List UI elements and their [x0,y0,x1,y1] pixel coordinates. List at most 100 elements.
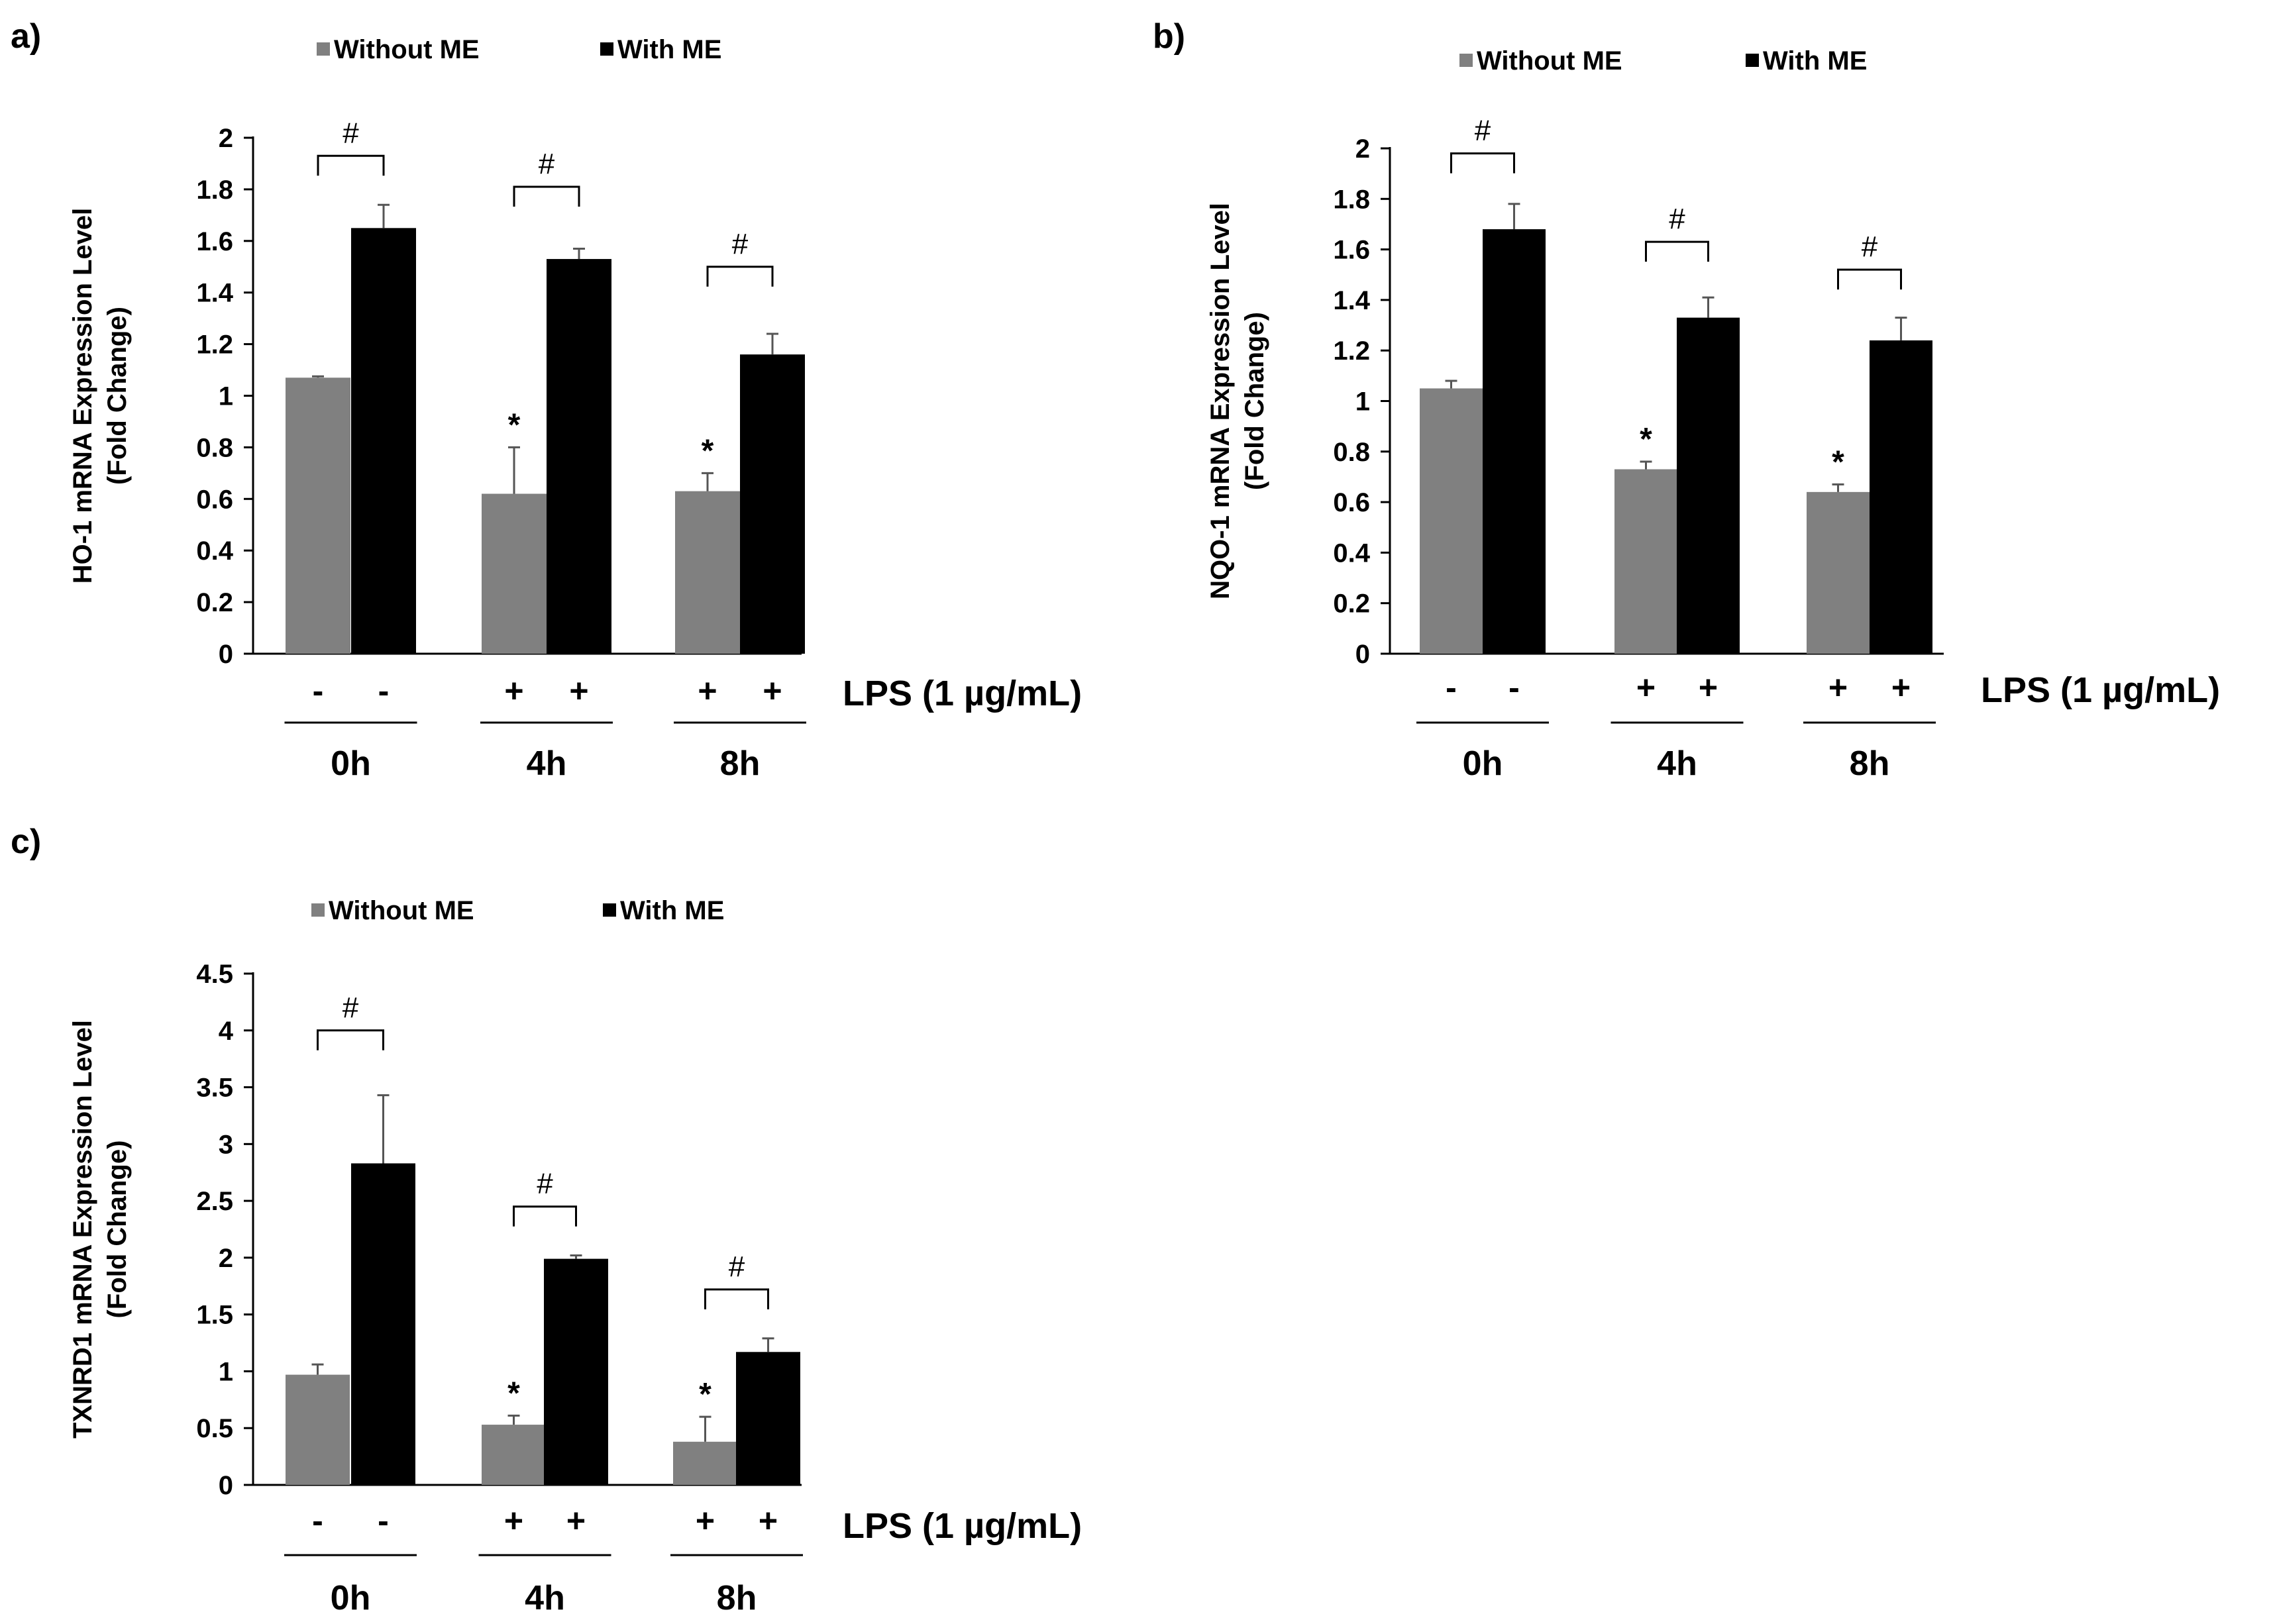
lps-sign: + [1828,669,1848,706]
legend-label: With ME [1763,46,1867,76]
bracket-hash: # [539,148,555,180]
y-tick-label: 1.5 [196,1301,233,1330]
significance-bracket [317,1029,384,1050]
significance-bracket [1645,240,1709,262]
y-tick-label: 2 [219,1244,233,1273]
bar-without-me [675,491,740,654]
legend-swatch [311,903,325,917]
y-tick-label: 0.6 [1333,488,1370,517]
chart-panel-2: b) Without ME With ME NQO-1 mRNA Expression… [1153,17,2220,783]
bracket-hash: # [729,1250,745,1283]
lps-sign: + [504,672,523,709]
significance-star: * [508,407,521,442]
lps-sign: - [312,1502,323,1539]
significance-star: * [1640,422,1652,457]
y-tick-label: 1.2 [196,330,233,360]
significance-bracket [513,185,580,207]
bracket-hash: # [1669,203,1685,235]
y-tick-label: 0 [219,640,233,669]
y-tick-label: 1.6 [196,227,233,256]
bracket-hash: # [1862,230,1878,263]
significance-star: * [699,1377,712,1412]
x-category-label: 4h [1657,744,1697,783]
y-tick-label: 1.4 [196,279,233,308]
y-tick-label: 0.8 [196,433,233,462]
bar-with-me [1483,229,1546,654]
y-tick-label: 2 [1355,134,1370,164]
legend-swatch [600,42,613,56]
y-tick-label: 0.4 [1333,538,1370,568]
legend-label: Without ME [334,35,480,64]
lps-sign: + [504,1502,523,1539]
significance-bracket [704,1288,769,1309]
bar-with-me [736,1352,800,1485]
significance-bracket [706,266,774,287]
y-tick-label: 0 [1355,640,1370,669]
y-tick-label: 1 [219,382,233,411]
x-category-label: 0h [1463,744,1503,783]
bar-without-me [286,1374,350,1485]
lps-label: LPS (1 µg/mL) [843,1506,1082,1546]
lps-sign: + [759,1502,778,1539]
x-category-label: 0h [331,1579,371,1617]
y-tick-label: 0.2 [196,588,233,617]
legend-label: Without ME [329,896,474,925]
significance-bracket [513,1205,577,1227]
bracket-hash: # [343,991,359,1024]
lps-label: LPS (1 µg/mL) [843,674,1082,713]
y-tick-label: 0.8 [1333,438,1370,467]
y-axis-label-units: (Fold Change) [103,1141,132,1319]
y-axis-label: HO-1 mRNA Expression Level [68,208,97,584]
y-tick-label: 0.6 [196,485,233,514]
legend-swatch [1459,54,1473,67]
bar-without-me [1614,469,1677,654]
chart-panel-3: c) Without ME With ME TXNRD1 mRNA Expressio… [11,823,1082,1617]
lps-sign: - [378,1502,389,1539]
bar-with-me [740,354,805,654]
y-tick-label: 0.5 [196,1414,233,1443]
bar-with-me [351,1163,415,1485]
x-category-label: 8h [1850,744,1890,783]
lps-sign: + [566,1502,586,1539]
y-tick-label: 0.2 [1333,589,1370,619]
lps-sign: + [696,1502,715,1539]
y-axis-label: TXNRD1 mRNA Expression Level [68,1020,97,1439]
y-tick-label: 2 [219,124,233,153]
lps-sign: + [1699,669,1718,706]
y-tick-label: 2.5 [196,1187,233,1216]
bracket-hash: # [343,117,359,149]
y-axis-label-units: (Fold Change) [103,307,132,485]
y-axis-label: NQO-1 mRNA Expression Level [1206,203,1235,599]
y-axis-label-units: (Fold Change) [1240,312,1269,490]
panel-label: a) [11,17,41,56]
x-category-label: 4h [525,1579,565,1617]
bar-without-me [482,1425,546,1485]
y-tick-label: 0.4 [196,536,233,566]
legend-label: With ME [617,35,721,64]
bracket-hash: # [1475,115,1491,147]
lps-sign: + [763,672,782,709]
lps-sign: - [313,672,324,709]
significance-star: * [507,1376,520,1411]
bar-with-me [351,228,416,654]
x-category-label: 0h [331,744,371,783]
bar-without-me [1420,388,1483,654]
significance-bracket [1450,152,1515,174]
lps-sign: + [1636,669,1656,706]
bracket-hash: # [732,228,749,260]
legend-label: Without ME [1477,46,1622,76]
legend-swatch [1746,54,1759,67]
bar-with-me [1870,340,1932,654]
lps-label: LPS (1 µg/mL) [1981,670,2220,710]
bar-without-me [482,493,547,654]
bar-without-me [673,1441,737,1485]
x-category-label: 4h [527,744,567,783]
lps-sign: + [698,672,717,709]
y-tick-label: 4.5 [196,960,233,989]
bar-with-me [1677,317,1740,654]
lps-sign: - [1508,669,1520,706]
lps-sign: - [1446,669,1457,706]
legend-swatch [317,42,330,56]
chart-panel-1: a) Without ME With ME HO-1 mRNA Expression … [11,17,1082,783]
